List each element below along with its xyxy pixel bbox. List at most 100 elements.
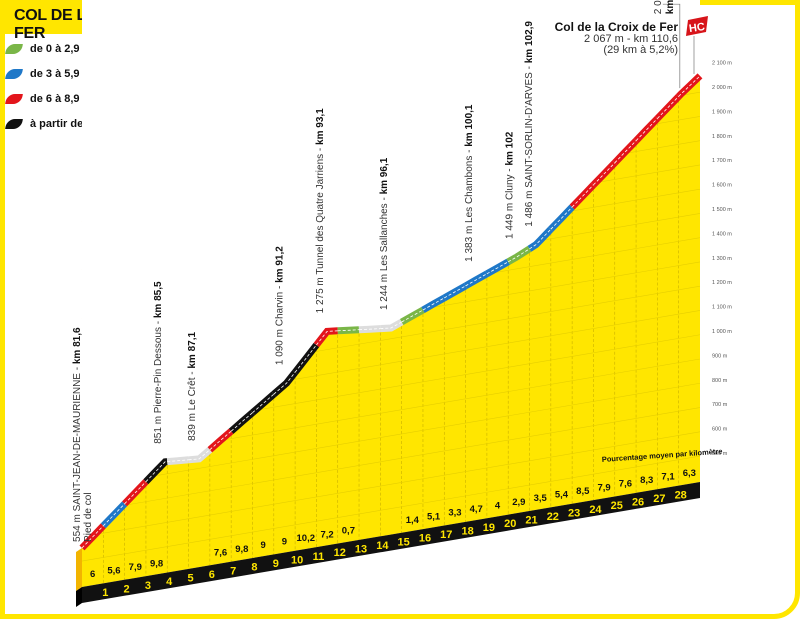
gradient-label: 8,3 — [640, 475, 653, 486]
gradient-label: 3,3 — [448, 508, 461, 519]
road-centerline — [465, 273, 488, 287]
km-tick-label: 22 — [547, 511, 559, 523]
waypoint-km: km 91,2 — [275, 246, 286, 283]
road-centerline — [444, 285, 466, 299]
waypoint-km: km 100,1 — [464, 104, 475, 147]
waypoint-name: 1 486 m SAINT-SORLIN-D'ARVES - — [524, 63, 535, 226]
road-centerline — [550, 206, 573, 230]
y-tick-label: 1 800 m — [712, 134, 732, 140]
elevation-gridline — [81, 431, 701, 538]
legend-item-red: de 6 à 8,9 % — [5, 86, 105, 111]
waypoint-name: 1 275 m Tunnel des Quatre Jarriens - — [315, 145, 326, 313]
waypoint-km: km 109,7 — [665, 0, 676, 14]
road-centerline — [529, 228, 552, 250]
legend-label: de 0 à 2,9 % — [30, 42, 93, 55]
y-tick-label: 800 m — [712, 378, 728, 384]
y-tick-label: 1 100 m — [712, 305, 732, 311]
y-tick-label: 1 500 m — [712, 207, 732, 213]
y-tick-label: 900 m — [712, 353, 728, 359]
y-tick-label: 1 900 m — [712, 109, 732, 115]
km-tick-label: 6 — [209, 569, 215, 581]
road-centerline — [657, 96, 679, 119]
category-flag: HC — [686, 16, 708, 36]
gradient-label: 5,1 — [427, 511, 441, 522]
category-label: HC — [688, 21, 705, 35]
legend-item-blue: de 3 à 5,9 % — [5, 61, 105, 86]
gradient-label: 7,6 — [619, 479, 632, 490]
km-tick-label: 11 — [313, 551, 325, 563]
gradient-label: 1,4 — [406, 515, 420, 526]
km-tick-label: 16 — [419, 533, 431, 545]
waypoint-label: 1 486 m SAINT-SORLIN-D'ARVES - km 102,9 — [524, 21, 535, 227]
gradient-label: 5,4 — [555, 490, 569, 501]
road-centerline — [145, 461, 168, 482]
road-segment — [228, 410, 255, 434]
y-tick-label: 600 m — [712, 427, 728, 433]
km-tick-label: 14 — [376, 540, 389, 552]
gradient-label: 6 — [90, 569, 95, 580]
km-tick-label: 18 — [461, 525, 473, 537]
summit-stats: (29 km à 5,2%) — [603, 44, 678, 56]
legend-label: de 3 à 5,9 % — [30, 67, 93, 80]
km-tick-label: 28 — [675, 489, 687, 501]
road-centerline — [380, 321, 402, 329]
km-band — [82, 482, 700, 603]
y-tick-label: 2 000 m — [712, 85, 732, 91]
gradient-label: 8,5 — [576, 486, 590, 497]
gradient-label: 10,2 — [297, 533, 316, 544]
road-centerline — [593, 162, 616, 186]
waypoint-km: km 85,5 — [153, 281, 164, 318]
road-centerline — [167, 459, 189, 462]
road-centerline — [337, 329, 360, 332]
gradient-label: 7,1 — [661, 471, 675, 482]
km-tick-label: 25 — [611, 500, 623, 512]
legend-item-green: de 0 à 2,9 % — [5, 36, 105, 61]
km-band-side — [76, 587, 82, 607]
waypoint-leader-line — [662, 3, 681, 89]
gradient-label: 4,7 — [470, 504, 483, 515]
km-tick-label: 10 — [291, 554, 303, 566]
summit-name: Col de la Croix de Fer — [555, 20, 679, 34]
y-tick-label: 1 000 m — [712, 329, 732, 335]
y-tick-label: 1 400 m — [712, 231, 732, 237]
legend-label: de 6 à 8,9 % — [30, 92, 93, 105]
gradient-label: 7,2 — [320, 529, 333, 540]
road-centerline — [294, 344, 317, 373]
km-tick-label: 19 — [483, 522, 495, 534]
gradient-label: 3,5 — [534, 493, 548, 504]
waypoint-label: 851 m Pierre-Pin Dessous - km 85,5 — [153, 281, 164, 444]
waypoint-km: km 96,1 — [379, 157, 390, 194]
km-tick-label: 4 — [166, 576, 173, 588]
gradient-label: 6,3 — [683, 468, 696, 479]
km-tick-label: 8 — [251, 562, 257, 574]
road-segment — [250, 391, 277, 416]
road-centerline — [188, 449, 211, 461]
km-tick-label: 27 — [653, 493, 665, 505]
km-tick-label: 24 — [589, 504, 602, 516]
waypoint-km: km 87,1 — [187, 331, 198, 368]
road-centerline — [316, 330, 338, 346]
y-tick-label: 700 m — [712, 402, 728, 408]
road-centerline — [273, 372, 296, 395]
gradient-label: 7,9 — [597, 482, 610, 493]
km-tick-label: 23 — [568, 507, 580, 519]
waypoint-label: 1 244 m Les Sallanches - km 96,1 — [379, 157, 390, 310]
road-centerline — [678, 75, 701, 97]
km-tick-label: 12 — [334, 547, 346, 559]
waypoint-km: km 93,1 — [315, 108, 326, 145]
km-tick-label: 15 — [398, 536, 410, 548]
summit-detail: 2 067 m - km 110,6 — [584, 33, 678, 45]
km-tick-label: 20 — [504, 518, 516, 530]
gradient-label: 4 — [495, 500, 501, 511]
y-tick-label: 1 200 m — [712, 280, 732, 286]
elevation-gridline — [81, 382, 701, 489]
waypoint-label: 1 449 m Cluny - km 102 — [505, 131, 516, 239]
elevation-gridline — [81, 407, 701, 513]
gradient-label: 5,6 — [107, 566, 120, 577]
km-tick-label: 9 — [273, 558, 279, 570]
waypoint-name: 1 090 m Charvin - — [275, 283, 286, 365]
gradient-label: 2,9 — [512, 497, 525, 508]
road-centerline — [486, 261, 509, 275]
km-tick-label: 13 — [355, 544, 367, 556]
waypoint-label: 1 090 m Charvin - km 91,2 — [275, 246, 286, 365]
